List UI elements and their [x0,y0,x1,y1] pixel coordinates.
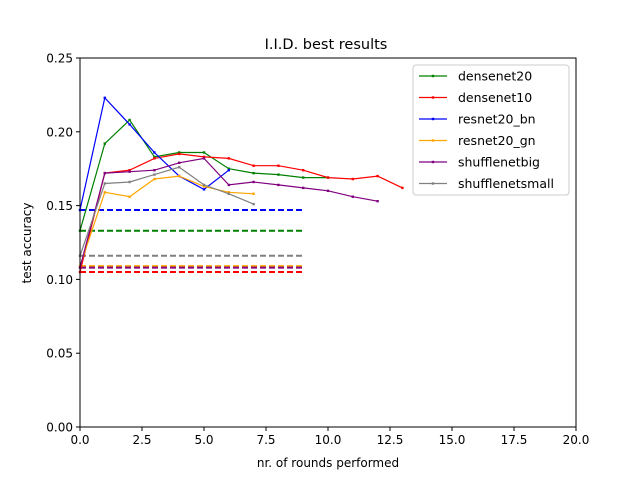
x-tick-label: 2.5 [132,433,151,447]
y-tick-label: 0.10 [46,273,73,287]
x-axis-label: nr. of rounds performed [257,456,399,470]
data-point-densenet10-6 [227,157,230,160]
x-tick-label: 15.0 [439,433,466,447]
data-point-resnet20_gn-6 [227,191,230,194]
data-point-shufflenetsmall-1 [103,182,106,185]
data-point-densenet10-2 [128,168,131,172]
data-point-shufflenetbig-10 [326,189,330,193]
legend-label-densenet20: densenet20 [458,69,532,84]
data-point-densenet10-10 [326,176,330,179]
data-point-resnet20_bn-1 [103,96,106,100]
legend-marker-shufflenetbig [431,160,435,164]
data-point-shufflenetbig-8 [277,183,280,187]
legend-marker-resnet20_gn [431,139,435,142]
data-point-densenet20-7 [252,171,255,175]
series-line-resnet20_gn [79,175,254,267]
x-tick-label: 5.0 [194,433,213,447]
legend-label-shufflenetsmall: shufflenetsmall [458,176,554,191]
x-tick-label: 17.5 [501,433,528,447]
series-line-shufflenetsmall [79,166,254,256]
data-point-resnet20_gn-2 [128,195,131,198]
data-point-shufflenetsmall-2 [128,180,131,184]
data-point-resnet20_bn-6 [227,168,230,172]
legend-marker-densenet20 [431,74,435,78]
data-point-densenet10-12 [376,174,379,178]
data-point-shufflenetbig-11 [351,195,354,198]
data-point-densenet20-9 [302,176,305,179]
data-point-shufflenetsmall-6 [227,192,230,195]
data-point-densenet20-5 [202,151,206,154]
data-point-shufflenetbig-4 [178,161,181,164]
data-point-resnet20_bn-3 [153,151,156,154]
y-tick-label: 0.20 [46,125,73,139]
data-point-resnet20_gn-7 [252,192,255,195]
legend-label-shufflenetbig: shufflenetbig [458,155,540,170]
data-point-densenet20-2 [128,118,131,122]
x-tick-label: 12.5 [377,433,404,447]
legend-label-densenet10: densenet10 [458,90,532,105]
y-tick-label: 0.05 [46,347,73,361]
data-point-densenet10-3 [153,157,156,160]
data-point-shufflenetsmall-3 [153,173,156,176]
data-point-shufflenetbig-9 [302,186,305,190]
data-point-densenet20-8 [277,173,280,176]
legend-label-resnet20_gn: resnet20_gn [458,133,536,148]
data-point-shufflenetbig-7 [252,180,255,184]
legend-marker-shufflenetsmall [431,182,435,185]
data-point-densenet20-1 [103,142,106,145]
data-point-resnet20_gn-5 [202,185,206,188]
data-point-shufflenetsmall-4 [178,166,181,169]
data-point-shufflenetbig-12 [376,199,379,203]
data-point-resnet20_bn-5 [202,188,206,191]
legend: densenet20 densenet10 resnet20_bn resnet20_… [412,64,570,196]
data-point-densenet10-5 [202,155,206,159]
legend-label-resnet20_bn: resnet20_bn [458,112,536,127]
data-point-shufflenetbig-5 [202,157,206,160]
legend-box [412,64,570,196]
data-point-shufflenetbig-6 [227,183,230,187]
legend-marker-resnet20_bn [431,117,435,121]
data-point-densenet20-3 [153,155,156,159]
legend-marker-densenet10 [431,96,435,99]
series-line-shufflenetbig [79,157,378,268]
y-tick-label: 0.00 [46,421,73,435]
data-point-densenet10-11 [351,177,354,181]
plot-area [78,96,404,274]
y-tick-label: 0.25 [46,52,73,66]
data-point-shufflenetbig-1 [103,171,106,175]
x-tick-label: 20.0 [563,433,590,447]
x-axis: 0.0 2.5 5.0 7.5 10.0 12.5 15.0 17.5 20.0 [70,427,589,447]
y-tick-label: 0.15 [46,199,73,213]
series-line-densenet20 [79,119,328,231]
x-tick-label: 0.0 [70,433,89,447]
y-axis-label: test accuracy [20,203,34,284]
x-tick-label: 7.5 [256,433,275,447]
data-point-densenet20-4 [178,151,181,154]
data-point-resnet20_gn-1 [103,191,106,194]
data-point-shufflenetbig-3 [153,168,156,172]
data-point-shufflenetsmall-7 [252,202,255,206]
series-line-densenet10 [79,153,403,273]
data-point-resnet20_gn-3 [153,177,156,181]
data-point-densenet10-13 [401,186,404,190]
chart-title: I.I.D. best results [265,37,388,53]
data-point-densenet20-6 [227,167,230,170]
data-point-densenet10-7 [252,164,255,167]
data-point-resnet20_bn-2 [128,123,131,126]
x-tick-label: 10.0 [315,433,342,447]
data-point-resnet20_gn-4 [178,174,181,178]
data-point-shufflenetbig-2 [128,170,131,173]
y-axis: 0.00 0.05 0.10 0.15 0.20 0.25 [46,52,80,435]
data-point-densenet10-8 [277,164,280,167]
data-point-densenet10-4 [178,152,181,156]
data-point-densenet10-9 [302,168,305,172]
data-point-shufflenetsmall-5 [202,183,206,187]
